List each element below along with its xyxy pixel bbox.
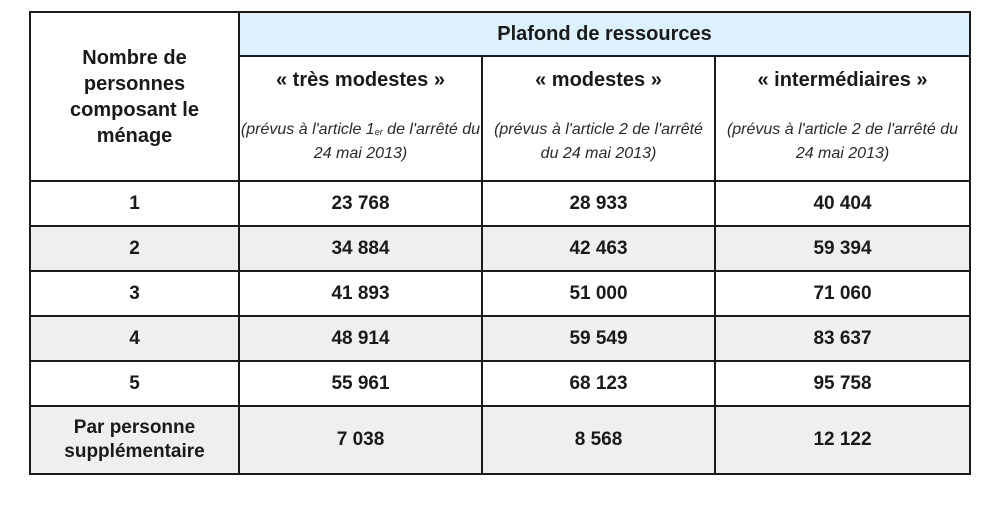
category-header-row: « très modestes » (prévus à l'article 1e… [30,55,972,182]
value-cell: 71 060 [713,270,972,317]
table-header-row: Nombre de personnes composant le ménage … [29,11,972,182]
value-cell: 42 463 [481,225,716,272]
category-name: « très modestes » [276,69,445,91]
value-cell: 68 123 [481,360,716,407]
value-cell: 41 893 [238,270,483,317]
value-cell: 40 404 [713,180,972,227]
household-size-cell: 2 [29,225,240,272]
value-cell: 51 000 [481,270,716,317]
household-size-cell: 3 [29,270,240,317]
household-size-cell: 4 [29,315,240,362]
table-row: Par personne supplémentaire 7 038 8 568 … [29,405,972,475]
category-header-intermediate: « intermédiaires » (prévus à l'article 2… [713,55,972,182]
value-cell: 23 768 [238,180,483,227]
value-cell: 7 038 [238,405,483,475]
table-row: 5 55 961 68 123 95 758 [29,360,972,407]
value-cell: 55 961 [238,360,483,407]
table-row: 2 34 884 42 463 59 394 [29,225,972,272]
value-cell: 59 549 [481,315,716,362]
category-header-modest: « modestes » (prévus à l'article 2 de l'… [481,55,716,182]
value-cell: 8 568 [481,405,716,475]
household-size-cell: Par personne supplémentaire [29,405,240,475]
value-cell: 48 914 [238,315,483,362]
table-row: 3 41 893 51 000 71 060 [29,270,972,317]
resource-ceiling-table: Nombre de personnes composant le ménage … [29,11,972,475]
category-name: « modestes » [535,69,662,91]
value-cell: 34 884 [238,225,483,272]
household-size-cell: 1 [29,180,240,227]
value-cell: 59 394 [713,225,972,272]
category-legal-reference: (prévus à l'article 2 de l'arrêté du 24 … [726,121,959,162]
table-row: 1 23 768 28 933 40 404 [29,180,972,227]
category-name: « intermédiaires » [757,69,928,91]
table-row: 4 48 914 59 549 83 637 [29,315,972,362]
category-legal-reference: (prévus à l'article 2 de l'arrêté du 24 … [494,121,703,162]
value-cell: 28 933 [481,180,716,227]
category-legal-reference: (prévus à l'article 1er de l'arrêté du 2… [240,121,481,162]
value-cell: 12 122 [713,405,972,475]
value-cell: 83 637 [713,315,972,362]
household-size-cell: 5 [29,360,240,407]
value-cell: 95 758 [713,360,972,407]
category-header-very-modest: « très modestes » (prévus à l'article 1e… [238,55,483,182]
resource-ceiling-header: Plafond de ressources [237,11,972,57]
household-size-header: Nombre de personnes composant le ménage [29,11,240,182]
